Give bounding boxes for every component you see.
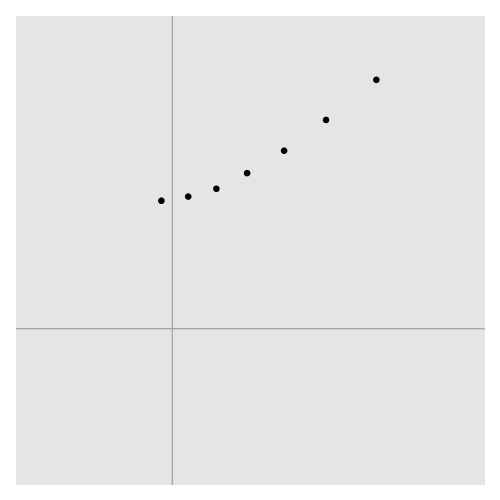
plot-panel <box>16 16 485 485</box>
data-point <box>213 185 220 193</box>
data-point <box>243 169 251 177</box>
data-point <box>184 193 192 200</box>
reference-lines <box>16 16 485 485</box>
data-point <box>280 147 288 155</box>
data-point <box>373 76 380 84</box>
data-point <box>158 197 165 205</box>
data-point <box>322 116 330 124</box>
data-points <box>158 76 380 205</box>
